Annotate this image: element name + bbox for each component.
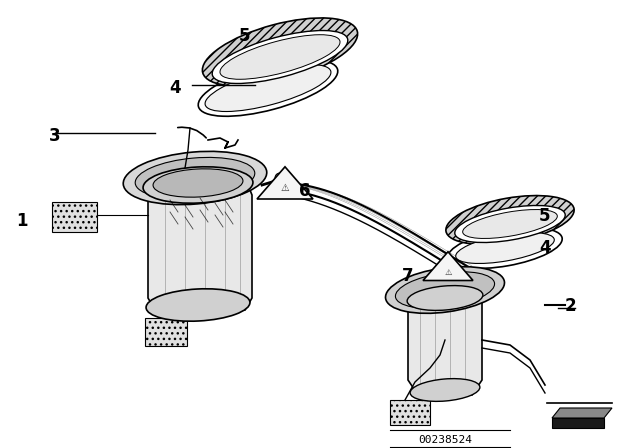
Text: ⚠: ⚠ [444,267,452,276]
Text: 5: 5 [540,207,551,225]
Text: 1: 1 [16,212,28,230]
Ellipse shape [463,210,557,238]
Polygon shape [552,408,612,418]
FancyBboxPatch shape [390,400,430,425]
Ellipse shape [220,35,340,79]
Text: 4: 4 [169,79,181,97]
Polygon shape [552,418,604,428]
Text: 00238524: 00238524 [418,435,472,445]
Circle shape [275,173,285,183]
Polygon shape [423,252,473,280]
Ellipse shape [143,167,253,203]
Ellipse shape [198,60,338,116]
Polygon shape [408,298,482,395]
Text: 7: 7 [402,267,414,285]
Ellipse shape [153,169,243,197]
Ellipse shape [455,206,565,242]
Text: 3: 3 [49,127,61,145]
Ellipse shape [407,285,483,310]
Ellipse shape [146,289,250,321]
FancyBboxPatch shape [145,318,187,346]
Text: 4: 4 [539,239,551,257]
Text: 6: 6 [300,182,311,200]
Text: 2: 2 [564,297,576,315]
Polygon shape [257,167,313,199]
Text: ⚠: ⚠ [280,183,289,193]
Ellipse shape [446,196,574,245]
Ellipse shape [385,267,504,313]
Text: 5: 5 [239,27,251,45]
Ellipse shape [205,65,331,112]
FancyBboxPatch shape [52,202,97,232]
Ellipse shape [456,233,554,263]
Ellipse shape [135,157,255,198]
Ellipse shape [212,30,348,83]
Ellipse shape [202,18,358,86]
Polygon shape [145,185,252,310]
Ellipse shape [410,379,480,401]
Ellipse shape [124,151,267,205]
Ellipse shape [396,272,495,308]
Ellipse shape [448,228,562,268]
